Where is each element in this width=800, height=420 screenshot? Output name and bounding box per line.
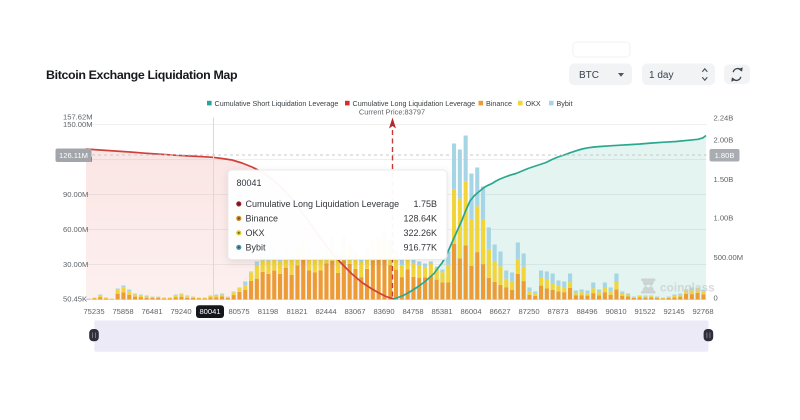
svg-text:87250: 87250 [518, 307, 539, 316]
svg-text:coinglass: coinglass [660, 283, 715, 295]
svg-text:83067: 83067 [344, 307, 365, 316]
svg-text:916.77K: 916.77K [403, 243, 437, 253]
svg-text:75858: 75858 [112, 307, 133, 316]
svg-text:90.00M: 90.00M [63, 190, 88, 199]
svg-text:0: 0 [714, 294, 718, 303]
svg-text:80575: 80575 [228, 307, 249, 316]
svg-text:81821: 81821 [286, 307, 307, 316]
svg-text:50.45K: 50.45K [63, 295, 87, 304]
svg-text:BTC: BTC [579, 70, 599, 81]
svg-text:88496: 88496 [576, 307, 597, 316]
svg-text:86627: 86627 [489, 307, 510, 316]
svg-text:157.62M: 157.62M [63, 113, 93, 122]
svg-text:92145: 92145 [663, 307, 684, 316]
svg-text:Cumulative Long Liquidation Le: Cumulative Long Liquidation Leverage [353, 99, 476, 108]
svg-text:60.00M: 60.00M [63, 225, 88, 234]
svg-text:30.00M: 30.00M [63, 260, 88, 269]
svg-text:90810: 90810 [605, 307, 626, 316]
svg-text:Bitcoin Exchange Liquidation M: Bitcoin Exchange Liquidation Map [46, 68, 238, 82]
svg-text:91522: 91522 [634, 307, 655, 316]
svg-text:150.00M: 150.00M [63, 120, 93, 129]
svg-text:1.75B: 1.75B [413, 199, 437, 209]
svg-text:79240: 79240 [170, 307, 191, 316]
svg-text:Cumulative Short Liquidation L: Cumulative Short Liquidation Leverage [215, 99, 339, 108]
svg-text:86004: 86004 [460, 307, 481, 316]
svg-text:85381: 85381 [431, 307, 452, 316]
svg-text:Binance: Binance [486, 99, 512, 108]
svg-text:92768: 92768 [692, 307, 713, 316]
svg-text:Cumulative Long Liquidation Le: Cumulative Long Liquidation Leverage [246, 199, 400, 209]
svg-text:OKX: OKX [246, 228, 265, 238]
svg-text:81198: 81198 [258, 307, 279, 316]
svg-text:Current Price:83797: Current Price:83797 [359, 108, 425, 117]
svg-text:500.00M: 500.00M [714, 253, 744, 262]
svg-text:Binance: Binance [246, 214, 279, 224]
svg-text:83690: 83690 [373, 307, 394, 316]
svg-text:1.00B: 1.00B [714, 214, 734, 223]
svg-text:322.26K: 322.26K [403, 228, 437, 238]
svg-text:Bybit: Bybit [246, 243, 267, 253]
svg-text:126.11M: 126.11M [59, 151, 88, 160]
svg-text:1.80B: 1.80B [715, 151, 735, 160]
svg-text:2.00B: 2.00B [714, 136, 734, 145]
svg-text:80041: 80041 [199, 307, 220, 316]
svg-text:84758: 84758 [402, 307, 423, 316]
svg-text:Bybit: Bybit [557, 99, 573, 108]
svg-text:75235: 75235 [83, 307, 104, 316]
svg-text:2.24B: 2.24B [714, 114, 734, 123]
svg-text:1.50B: 1.50B [714, 175, 734, 184]
svg-text:OKX: OKX [526, 99, 541, 108]
svg-text:76481: 76481 [141, 307, 162, 316]
svg-text:87873: 87873 [547, 307, 568, 316]
svg-text:80041: 80041 [237, 178, 262, 188]
svg-text:128.64K: 128.64K [403, 214, 437, 224]
svg-text:1 day: 1 day [649, 70, 673, 81]
svg-text:82444: 82444 [315, 307, 336, 316]
